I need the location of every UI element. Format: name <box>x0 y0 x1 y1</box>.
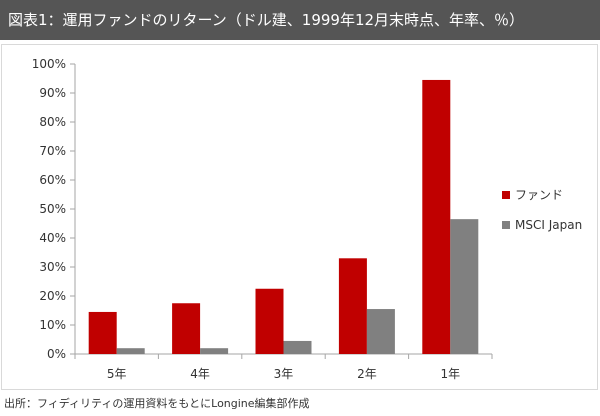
bar-msci-japan <box>366 309 395 354</box>
x-axis: 5年 4年 3年 2年 1年 <box>74 353 493 381</box>
y-tick-label: 0% <box>47 347 66 361</box>
bar-fund <box>338 258 367 354</box>
x-tick-label: 5年 <box>107 367 127 381</box>
chart-area: 0% 10% 20% 30% 40% 50% 60% 70% 80% 90% 100% 5年 4年 3年… <box>1 44 598 390</box>
bars <box>88 79 479 354</box>
y-tick-label: 50% <box>39 202 66 216</box>
y-tick-label: 30% <box>39 260 66 274</box>
title-bar: 図表1：運用ファンドのリターン（ドル建、1999年12月末時点、年率、％） <box>0 0 600 40</box>
legend-label: ファンド <box>515 188 563 202</box>
y-tick-label: 10% <box>39 318 66 332</box>
legend-swatch <box>502 191 510 199</box>
y-tick-label: 80% <box>39 115 66 129</box>
y-tick-label: 20% <box>39 289 66 303</box>
chart-title: 図表1：運用ファンドのリターン（ドル建、1999年12月末時点、年率、％） <box>8 11 525 29</box>
x-tick-label: 3年 <box>274 367 294 381</box>
bar-msci-japan <box>200 348 229 354</box>
legend-swatch <box>502 221 510 229</box>
source-note: 出所：フィディリティの運用資料をもとにLongine編集部作成 <box>4 397 310 410</box>
y-tick-label: 70% <box>39 144 66 158</box>
bar-msci-japan <box>116 348 145 354</box>
bar-fund <box>172 303 201 354</box>
x-tick-label: 1年 <box>440 367 460 381</box>
bar-fund <box>255 288 284 354</box>
x-tick-label: 4年 <box>190 367 210 381</box>
legend: ファンド MSCI Japan <box>502 188 582 232</box>
bar-fund <box>422 79 451 354</box>
x-tick-label: 2年 <box>357 367 377 381</box>
legend-label: MSCI Japan <box>515 218 582 232</box>
y-tick-label: 90% <box>39 86 66 100</box>
y-axis: 0% 10% 20% 30% 40% 50% 60% 70% 80% 90% 100% <box>32 57 76 361</box>
y-tick-label: 60% <box>39 173 66 187</box>
y-tick-label: 40% <box>39 231 66 245</box>
bar-fund <box>88 311 117 354</box>
bar-msci-japan <box>283 340 312 354</box>
y-tick-label: 100% <box>32 57 66 71</box>
bar-msci-japan <box>450 219 479 354</box>
bar-chart: 0% 10% 20% 30% 40% 50% 60% 70% 80% 90% 100% 5年 4年 3年… <box>32 57 582 381</box>
